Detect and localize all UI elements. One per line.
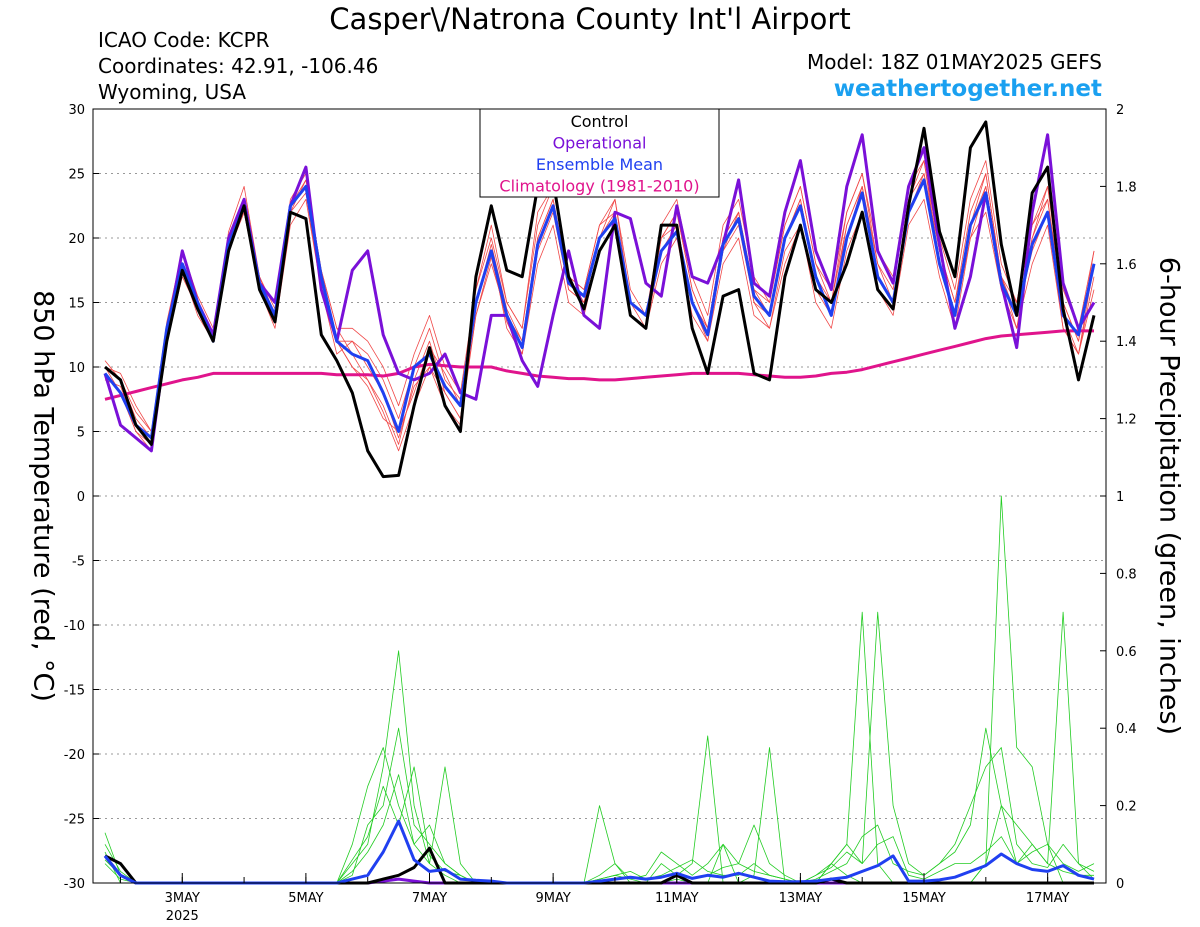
member-temperature-line (104, 173, 1095, 445)
right-tick-label: 0.2 (1116, 800, 1137, 815)
legend-entry: Ensemble Mean (536, 155, 663, 174)
x-tick-label: 15MAY (902, 891, 946, 906)
left-tick-label: -20 (64, 748, 85, 763)
x-tick-label: 7MAY (412, 891, 447, 906)
x-axis-ticks: 3MAY 5MAY 7MAY 9MAY 11MAY 13MAY 15MAY 17MAY 2025 (119, 873, 1070, 924)
right-tick-label: 0.8 (1116, 567, 1137, 582)
x-year-label: 2025 (166, 909, 199, 924)
site-link[interactable]: weathertogether.net (833, 76, 1102, 102)
ensemble-mean-right-line (103, 819, 1095, 885)
right-tick-label: 1.4 (1116, 335, 1137, 350)
legend: Control Operational Ensemble Mean Climatolo… (479, 108, 720, 198)
left-axis-label: 850 hPa Temperature (red, °C) (28, 290, 59, 702)
climatology-1981-2010--left-line (104, 329, 1094, 401)
member-temperature-line (104, 173, 1095, 452)
member-precip-line (104, 611, 1095, 884)
right-tick-label: 1 (1116, 490, 1124, 505)
left-tick-label: 15 (68, 297, 85, 312)
control-left-line (104, 120, 1096, 479)
x-tick-label: 11MAY (655, 891, 699, 906)
legend-entry: Climatology (1981-2010) (499, 177, 699, 196)
left-tick-label: 30 (68, 103, 85, 118)
left-tick-label: 25 (68, 168, 85, 183)
left-tick-label: -25 (64, 813, 85, 828)
left-tick-label: 5 (77, 426, 85, 441)
legend-entry: Control (571, 112, 629, 131)
x-tick-label: 5MAY (288, 891, 323, 906)
chart-title: Casper\/Natrona County Int'l Airport (329, 2, 851, 36)
right-tick-label: 0.6 (1116, 645, 1137, 660)
left-tick-label: -15 (64, 684, 85, 699)
legend-box (479, 108, 720, 198)
left-tick-label: 20 (68, 232, 85, 247)
operational-left-line (103, 133, 1096, 453)
left-tick-label: 0 (77, 490, 85, 505)
left-axis-ticks: 30 25 20 15 10 5 0 -5 -10 -15 -20 -25 -30 (64, 103, 99, 892)
member-precip-line (104, 766, 1095, 884)
x-tick-label: 13MAY (779, 891, 823, 906)
model-run: Model: 18Z 01MAY2025 GEFS (807, 50, 1102, 74)
left-tick-label: -30 (64, 877, 85, 892)
right-axis-ticks: 2 1.8 1.6 1.4 1.2 1 0.8 0.6 0.4 0.2 0 (1100, 103, 1137, 892)
x-tick-label: 17MAY (1026, 891, 1070, 906)
coordinates: Coordinates: 42.91, -106.46 (98, 54, 379, 78)
icao-code: ICAO Code: KCPR (98, 28, 270, 52)
x-tick-label: 3MAY (165, 891, 200, 906)
member-precip-line (104, 611, 1095, 884)
legend-entry: Operational (553, 134, 647, 153)
right-axis-label: 6-hour Precipitation (green, inches) (1154, 257, 1185, 735)
region: Wyoming, USA (98, 80, 247, 104)
left-tick-label: 10 (68, 361, 85, 376)
ensemble-mean-left-line (103, 178, 1096, 440)
right-tick-label: 2 (1116, 103, 1124, 118)
right-tick-label: 1.2 (1116, 413, 1137, 428)
right-tick-label: 1.6 (1116, 258, 1137, 273)
main-series (103, 120, 1096, 885)
right-tick-label: 0.4 (1116, 722, 1137, 737)
left-tick-label: -5 (72, 555, 85, 570)
right-tick-label: 1.8 (1116, 180, 1137, 195)
member-temperature-line (104, 160, 1095, 439)
x-tick-label: 9MAY (535, 891, 570, 906)
grid (93, 173, 1106, 819)
right-tick-label: 0 (1116, 877, 1124, 892)
left-tick-label: -10 (64, 619, 85, 634)
